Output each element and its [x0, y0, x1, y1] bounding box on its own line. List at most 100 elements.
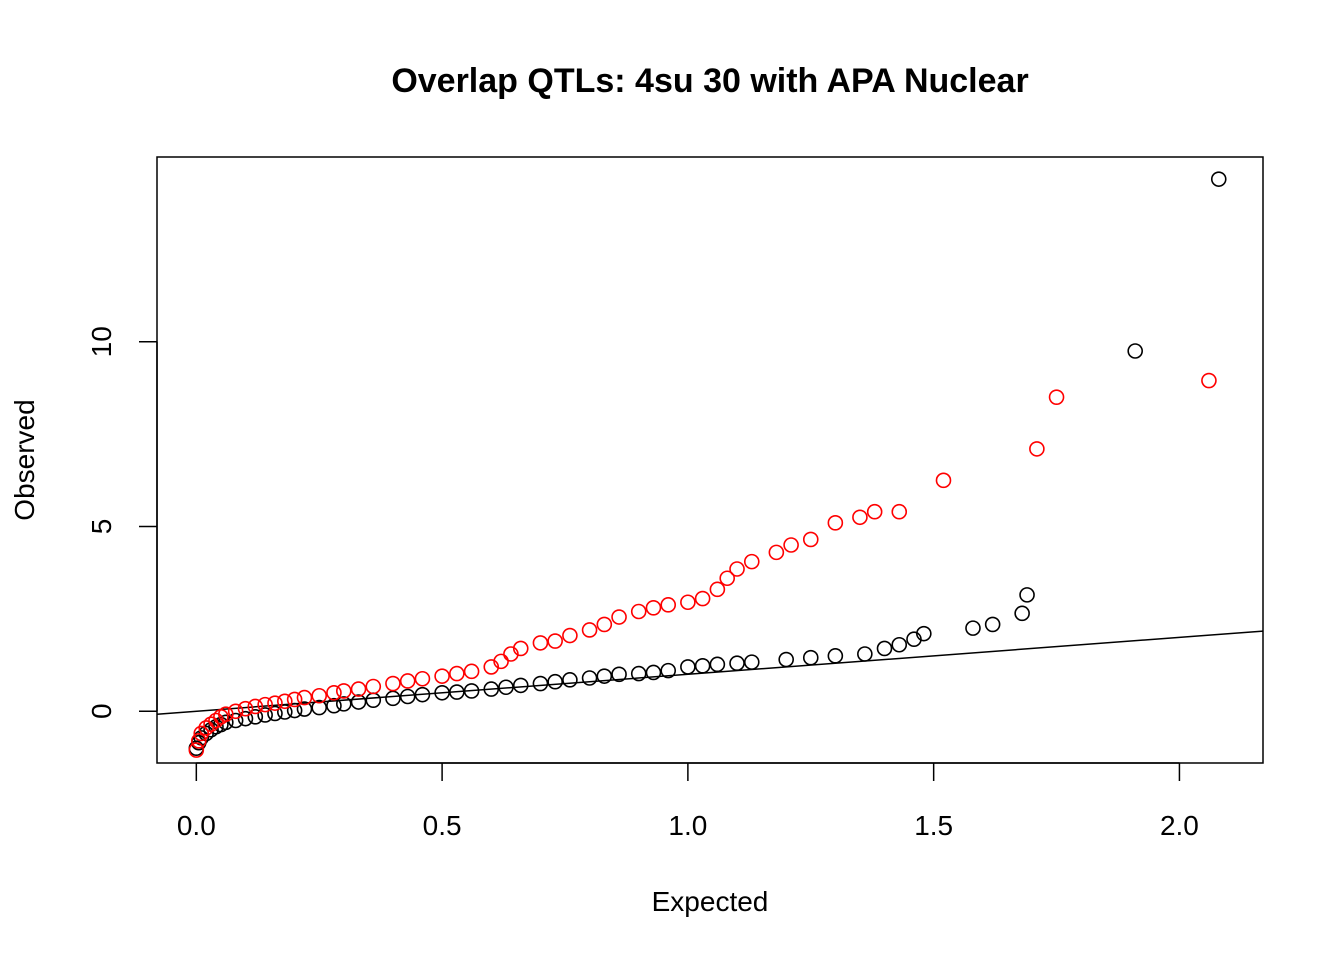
data-point — [547, 633, 563, 649]
data-point — [296, 701, 313, 717]
x-tick-label: 0.5 — [423, 810, 462, 841]
data-point — [857, 646, 873, 662]
x-tick-label: 1.0 — [668, 810, 707, 841]
data-point — [286, 702, 303, 719]
data-point — [385, 675, 401, 692]
series-2 — [188, 372, 1217, 758]
data-point — [694, 590, 711, 607]
y-axis-label: Observed — [9, 399, 40, 520]
data-point — [311, 699, 328, 716]
data-point — [965, 620, 981, 636]
data-point — [498, 679, 514, 696]
data-point — [645, 600, 662, 616]
data-point — [237, 700, 254, 717]
data-point — [296, 689, 313, 706]
data-point — [414, 686, 431, 703]
data-point — [1210, 171, 1227, 187]
data-point — [247, 709, 264, 725]
data-point — [414, 670, 431, 687]
data-point — [709, 581, 726, 598]
data-point — [267, 705, 283, 722]
data-point — [385, 690, 401, 707]
data-point — [581, 622, 598, 638]
data-point — [463, 683, 480, 699]
data-point — [645, 664, 662, 681]
data-point — [247, 698, 264, 715]
data-point — [1127, 343, 1143, 359]
data-point — [365, 678, 382, 695]
data-point — [434, 668, 450, 684]
data-point — [596, 668, 613, 684]
data-point — [660, 597, 677, 613]
data-point — [532, 675, 549, 692]
data-point — [493, 653, 509, 670]
data-point — [935, 472, 952, 489]
data-point — [326, 697, 342, 714]
data-point — [1201, 372, 1217, 389]
data-point — [267, 695, 283, 711]
data-point — [802, 531, 819, 548]
data-point — [350, 694, 367, 710]
data-point — [512, 640, 529, 657]
x-axis-label: Expected — [652, 886, 769, 917]
data-point — [581, 670, 598, 686]
data-point — [891, 503, 908, 520]
data-point — [802, 649, 819, 666]
data-point — [694, 658, 711, 674]
data-point — [660, 662, 677, 679]
chart-title: Overlap QTLs: 4su 30 with APA Nuclear — [391, 62, 1028, 100]
data-point — [203, 716, 219, 733]
data-point — [783, 537, 799, 553]
data-point — [852, 509, 868, 526]
y-tick-label: 5 — [86, 519, 117, 535]
data-point — [680, 594, 696, 611]
data-point — [1019, 587, 1035, 603]
data-point — [277, 704, 293, 720]
data-point — [743, 553, 760, 570]
data-point — [399, 688, 416, 705]
data-point — [630, 665, 647, 682]
y-tick-label: 10 — [86, 326, 117, 357]
data-point — [193, 725, 210, 742]
x-axis: 0.0 0.5 1.0 1.5 2.0 — [177, 762, 1199, 841]
data-point — [463, 663, 480, 680]
data-point — [350, 681, 367, 697]
data-point — [218, 706, 234, 723]
data-point — [611, 666, 627, 683]
reference-line — [156, 630, 1264, 715]
data-point — [891, 636, 908, 653]
data-point — [768, 544, 785, 561]
data-point — [1029, 441, 1045, 457]
data-point — [562, 672, 578, 688]
data-point — [827, 648, 844, 664]
y-axis: 0 5 10 — [86, 326, 158, 719]
data-point — [449, 665, 465, 682]
series-1 — [188, 171, 1227, 757]
data-point — [984, 616, 1001, 633]
data-point — [286, 691, 303, 708]
data-point — [743, 654, 760, 670]
data-point — [1014, 605, 1030, 622]
data-point — [399, 673, 416, 689]
data-point — [778, 651, 794, 668]
data-point — [532, 635, 549, 651]
data-point — [188, 742, 205, 758]
plot-area — [156, 171, 1264, 758]
data-point — [277, 693, 293, 710]
x-tick-label: 2.0 — [1160, 810, 1199, 841]
data-point — [483, 681, 500, 697]
data-point — [866, 503, 883, 520]
y-tick-label: 0 — [86, 703, 117, 719]
data-point — [449, 684, 465, 700]
data-point — [547, 673, 563, 690]
data-point — [876, 640, 893, 657]
data-point — [190, 733, 207, 749]
data-point — [827, 515, 844, 531]
x-tick-label: 0.0 — [177, 810, 216, 841]
data-point — [562, 627, 578, 644]
data-point — [729, 561, 745, 577]
data-point — [719, 570, 736, 587]
data-point — [227, 703, 244, 720]
data-point — [365, 692, 382, 708]
